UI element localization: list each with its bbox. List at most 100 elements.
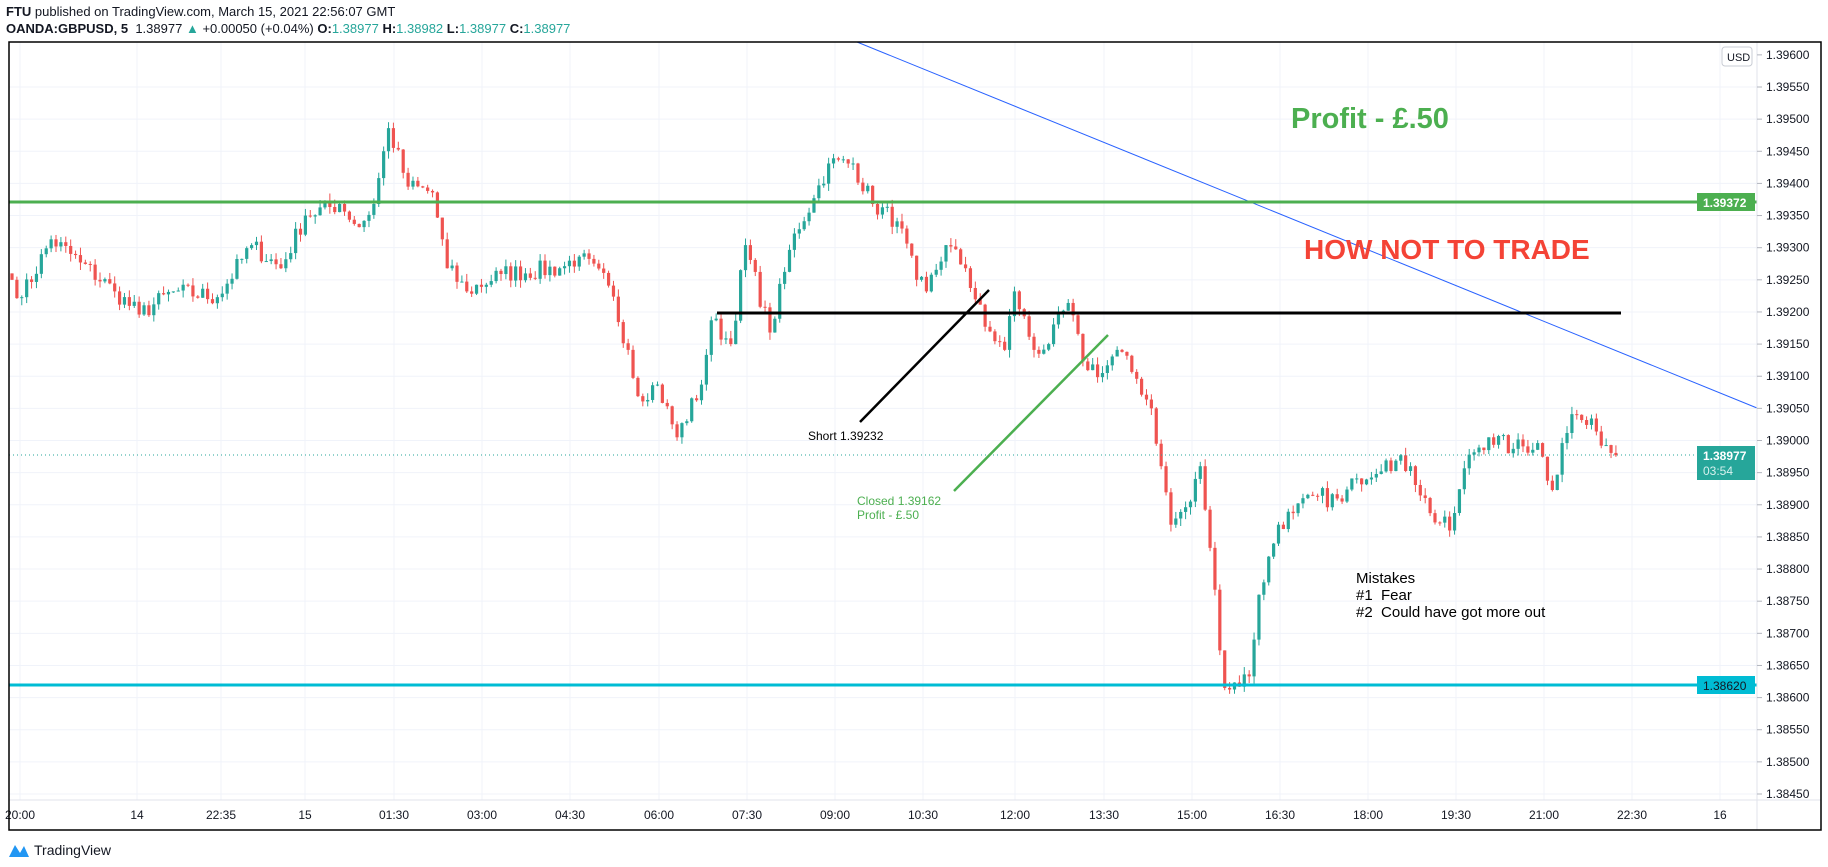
candle-body — [191, 285, 195, 297]
candle-body — [680, 423, 684, 438]
candle — [1301, 493, 1305, 509]
candle-body — [1364, 479, 1369, 485]
candle-body — [1379, 471, 1383, 474]
candle-body — [465, 281, 469, 292]
candle-body — [861, 182, 865, 192]
headline[interactable]: HOW NOT TO TRADE — [1304, 234, 1590, 265]
candle — [206, 282, 210, 304]
candle — [225, 279, 229, 300]
candle-body — [1501, 435, 1506, 437]
low-label: L: — [446, 21, 460, 36]
candle — [959, 247, 963, 265]
candle-body — [592, 258, 596, 264]
tradingview-logo[interactable]: TradingView — [8, 842, 111, 858]
candle-body — [670, 406, 674, 425]
candle-body — [1135, 371, 1139, 379]
candle — [919, 275, 924, 282]
candle — [1452, 506, 1457, 535]
mistake-2[interactable]: #2 Could have got more out — [1356, 604, 1546, 621]
candle-body — [602, 268, 606, 273]
mistakes-title[interactable]: Mistakes — [1356, 570, 1415, 587]
candle-body — [1496, 435, 1501, 445]
candle-body — [406, 172, 410, 187]
tradingview-logo-icon — [9, 845, 29, 857]
candle — [1418, 479, 1422, 501]
candle-body — [514, 266, 518, 281]
candle — [157, 290, 161, 310]
candle — [430, 189, 435, 198]
trend-line[interactable] — [856, 41, 1758, 409]
candle-body — [1179, 511, 1183, 519]
short-label[interactable]: Short 1.39232 — [808, 429, 884, 443]
candle — [352, 216, 356, 226]
candle-body — [587, 253, 591, 259]
candle-body — [117, 291, 122, 305]
candle-body — [1369, 477, 1374, 480]
symbol-label[interactable]: OANDA:GBPUSD, 5 — [6, 21, 129, 36]
closed-profit-label[interactable]: Profit - £.50 — [857, 508, 919, 522]
candle-body — [1472, 452, 1476, 455]
price-axis[interactable]: 1.39600 1.39550 1.39500 1.39450 1.39400 1.393… — [1756, 42, 1810, 830]
candle-body — [489, 281, 493, 285]
candle — [650, 382, 655, 403]
candle-body — [1609, 445, 1613, 453]
candle — [944, 245, 948, 268]
candle — [1360, 478, 1364, 492]
candle — [1012, 286, 1017, 322]
candle — [1047, 342, 1051, 352]
currency-button[interactable]: USD — [1721, 46, 1753, 67]
candle-body — [1565, 432, 1569, 444]
candle-body — [1188, 501, 1193, 508]
candle — [1218, 584, 1222, 656]
candle-body — [567, 260, 572, 267]
candle — [29, 276, 34, 289]
candle — [1296, 503, 1300, 517]
candle-body — [1223, 650, 1227, 688]
candle-body — [1477, 447, 1481, 453]
candle-body — [641, 396, 645, 402]
candle-body — [435, 192, 440, 218]
candle — [861, 177, 865, 195]
price-tag-support: 1.38620 — [1697, 676, 1755, 694]
candle — [812, 194, 816, 213]
candle — [1325, 481, 1330, 512]
candle-body — [1531, 449, 1535, 453]
candle-body — [650, 385, 655, 400]
closed-label[interactable]: Closed 1.39162 — [857, 494, 941, 508]
candle-body — [386, 128, 391, 152]
candle — [181, 279, 185, 298]
candle — [1007, 308, 1012, 358]
time-axis[interactable]: 20:00 14 22:35 15 01:30 03:00 04:30 06:00 07:30 0… — [5, 799, 1821, 822]
candle — [93, 259, 97, 286]
candle-body — [836, 158, 841, 160]
candle-body — [1242, 674, 1246, 687]
candle — [1051, 317, 1056, 347]
mistake-1[interactable]: #1 Fear — [1356, 587, 1412, 604]
candle-body — [553, 266, 557, 276]
candle-body — [1521, 439, 1525, 447]
candle — [78, 247, 83, 270]
candle-body — [201, 288, 205, 298]
candle — [778, 278, 782, 323]
candle — [709, 316, 713, 362]
y-tick-label: 1.38850 — [1766, 530, 1810, 544]
candle-body — [1012, 291, 1017, 317]
candle — [1095, 357, 1100, 383]
candle — [435, 191, 440, 218]
candle-body — [856, 163, 860, 183]
candle — [1042, 344, 1046, 355]
short-callout-line[interactable] — [859, 289, 990, 423]
candle — [915, 255, 919, 287]
candle — [871, 185, 875, 207]
candle — [1164, 461, 1168, 496]
candle-body — [758, 271, 762, 307]
closed-callout-line[interactable] — [953, 334, 1109, 492]
candle-body — [230, 278, 234, 284]
profit-title[interactable]: Profit - £.50 — [1291, 103, 1449, 135]
candle-body — [318, 207, 322, 216]
candle-body — [719, 318, 723, 340]
candle-body — [1213, 547, 1217, 590]
candle-body — [49, 239, 53, 249]
candle — [1135, 369, 1139, 384]
